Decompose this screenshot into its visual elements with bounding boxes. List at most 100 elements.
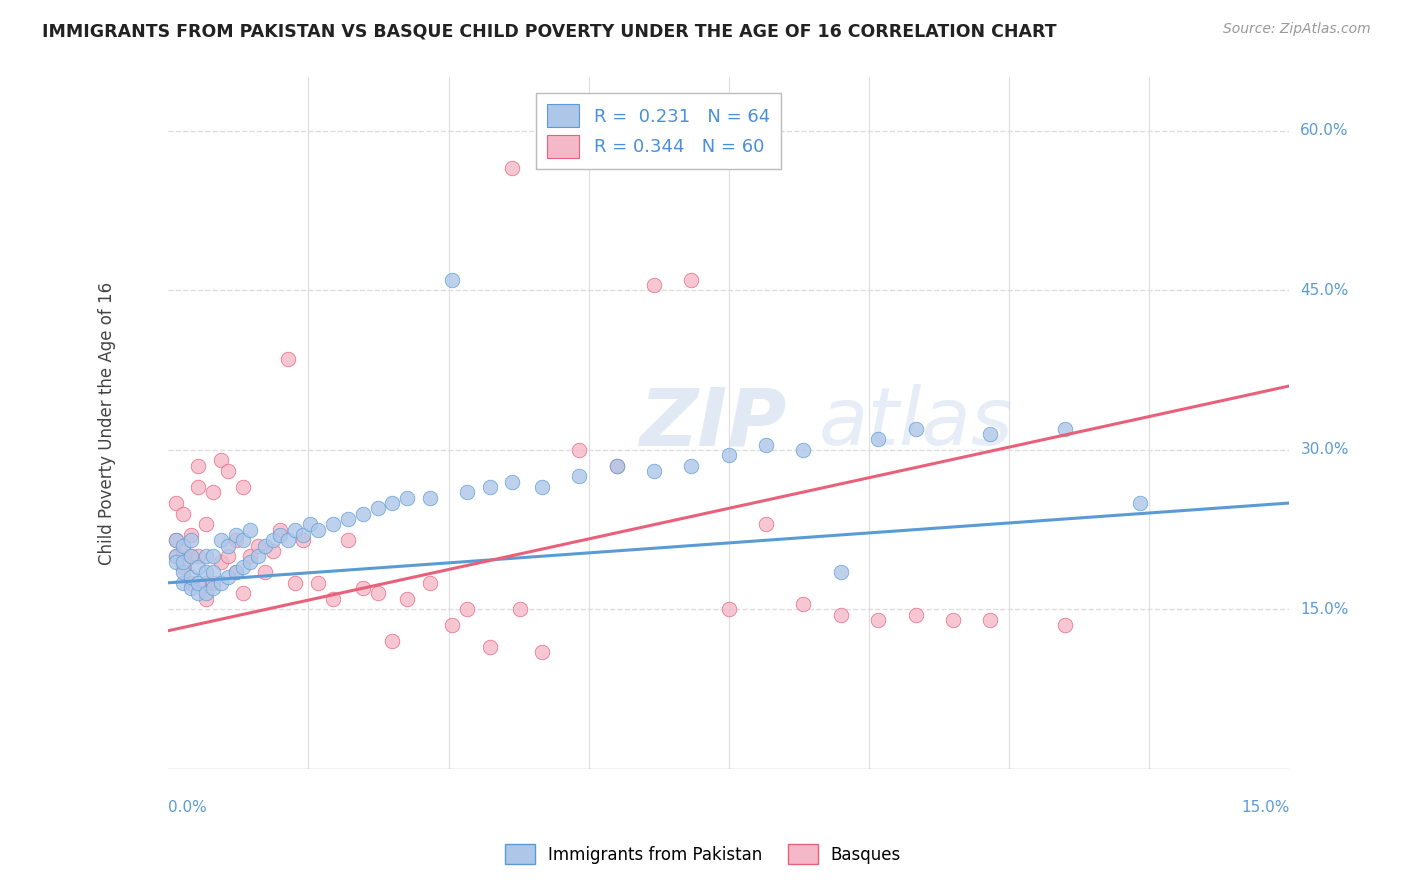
Point <box>246 549 269 564</box>
Point <box>172 555 194 569</box>
Point <box>291 533 314 548</box>
Point <box>979 613 1001 627</box>
Point <box>755 517 778 532</box>
Point <box>942 613 965 627</box>
Point <box>209 453 232 467</box>
Point <box>232 480 254 494</box>
Point <box>381 634 404 648</box>
Point <box>868 432 890 446</box>
Point <box>254 539 277 553</box>
Point <box>246 539 269 553</box>
Point <box>262 533 284 548</box>
Point <box>792 597 814 611</box>
Point <box>209 575 232 590</box>
Point <box>568 442 591 457</box>
Point <box>165 496 187 510</box>
Point <box>352 581 374 595</box>
Text: 30.0%: 30.0% <box>1301 442 1348 458</box>
Point <box>187 559 209 574</box>
Point <box>180 549 202 564</box>
Point <box>239 523 262 537</box>
Point <box>643 277 665 292</box>
Text: Child Poverty Under the Age of 16: Child Poverty Under the Age of 16 <box>97 282 115 565</box>
Point <box>180 533 202 548</box>
Point <box>755 437 778 451</box>
Point <box>336 512 359 526</box>
Point <box>456 602 478 616</box>
Point <box>202 575 225 590</box>
Point <box>232 559 254 574</box>
Point <box>172 575 194 590</box>
Point <box>501 475 523 489</box>
Point <box>209 533 232 548</box>
Point <box>172 565 194 579</box>
Point <box>194 591 217 606</box>
Point <box>606 458 628 473</box>
Point <box>165 549 187 564</box>
Point <box>202 485 225 500</box>
Point <box>367 586 389 600</box>
Point <box>209 555 232 569</box>
Point <box>194 586 217 600</box>
Point <box>530 645 553 659</box>
Point <box>194 549 217 564</box>
Point <box>1053 421 1076 435</box>
Point <box>568 469 591 483</box>
Point <box>681 272 703 286</box>
Point <box>254 565 277 579</box>
Point <box>187 549 209 564</box>
Text: IMMIGRANTS FROM PAKISTAN VS BASQUE CHILD POVERTY UNDER THE AGE OF 16 CORRELATION: IMMIGRANTS FROM PAKISTAN VS BASQUE CHILD… <box>42 22 1057 40</box>
Point <box>187 575 209 590</box>
Point <box>172 559 194 574</box>
Point <box>367 501 389 516</box>
Point <box>681 458 703 473</box>
Point <box>262 544 284 558</box>
Text: 60.0%: 60.0% <box>1301 123 1348 138</box>
Point <box>277 533 299 548</box>
Point <box>868 613 890 627</box>
Point <box>172 544 194 558</box>
Point <box>291 528 314 542</box>
Point <box>180 570 202 584</box>
Point <box>643 464 665 478</box>
Text: 45.0%: 45.0% <box>1301 283 1348 298</box>
Point <box>194 517 217 532</box>
Point <box>277 352 299 367</box>
Point <box>322 591 344 606</box>
Point <box>217 464 239 478</box>
Point <box>1053 618 1076 632</box>
Point <box>441 272 464 286</box>
Point <box>352 507 374 521</box>
Point <box>307 575 329 590</box>
Text: atlas: atlas <box>818 384 1014 462</box>
Point <box>904 421 927 435</box>
Text: Source: ZipAtlas.com: Source: ZipAtlas.com <box>1223 22 1371 37</box>
Point <box>180 549 202 564</box>
Point <box>217 570 239 584</box>
Point <box>830 565 852 579</box>
Text: 15.0%: 15.0% <box>1301 602 1348 617</box>
Point <box>225 565 247 579</box>
Point <box>396 491 419 505</box>
Point <box>530 480 553 494</box>
Point <box>336 533 359 548</box>
Point <box>284 523 307 537</box>
Legend: R =  0.231   N = 64, R = 0.344   N = 60: R = 0.231 N = 64, R = 0.344 N = 60 <box>536 94 780 169</box>
Point <box>187 458 209 473</box>
Point <box>165 555 187 569</box>
Point <box>225 528 247 542</box>
Point <box>307 523 329 537</box>
Point <box>165 549 187 564</box>
Point <box>217 539 239 553</box>
Point <box>456 485 478 500</box>
Text: ZIP: ZIP <box>640 384 786 462</box>
Point <box>717 602 740 616</box>
Point <box>172 539 194 553</box>
Point <box>1129 496 1152 510</box>
Point <box>501 161 523 175</box>
Point <box>187 586 209 600</box>
Point <box>269 528 291 542</box>
Point <box>172 507 194 521</box>
Text: 0.0%: 0.0% <box>169 799 207 814</box>
Legend: Immigrants from Pakistan, Basques: Immigrants from Pakistan, Basques <box>498 838 908 871</box>
